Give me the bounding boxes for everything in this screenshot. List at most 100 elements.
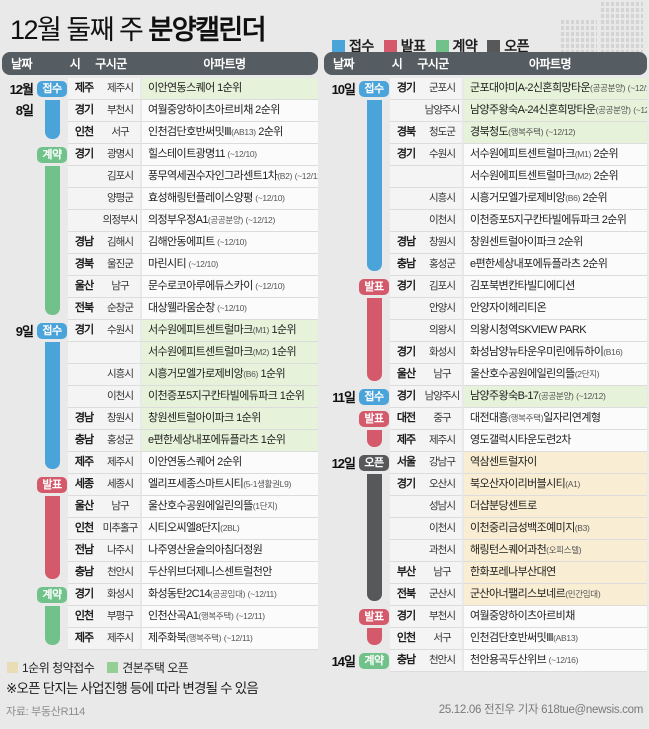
- si-cell: [390, 496, 422, 518]
- si-cell: 경기: [390, 78, 422, 100]
- date-cell: 14일: [324, 650, 358, 672]
- footnote-legend-swatch: [7, 662, 18, 673]
- si-cell: 울산: [68, 276, 100, 298]
- gugun-cell: 김해시: [100, 232, 140, 254]
- gugun-cell: 창원시: [422, 232, 462, 254]
- gugun-cell: 세종시: [100, 474, 140, 496]
- apartment-note: (~12/16): [548, 655, 579, 665]
- date-cell: 12월 8일: [2, 78, 36, 118]
- legend-label: 접수: [349, 38, 374, 54]
- gugun-cell: 화성시: [100, 584, 140, 606]
- apartment-note: (2BL): [220, 523, 240, 533]
- date-cell: 9일: [2, 320, 36, 342]
- gugun-cell: 나주시: [100, 540, 140, 562]
- apartment-cell: 시흥거모엘가로제비앙(B6) 1순위: [140, 364, 318, 386]
- section-bar: [366, 628, 382, 645]
- section-badge-계약: 계약: [359, 653, 389, 669]
- gugun-cell: 남양주시: [422, 386, 462, 408]
- date-cell: [324, 100, 358, 122]
- date-cell: [2, 276, 36, 298]
- footnote-legend-label: 1순위 청약접수: [22, 661, 95, 675]
- section-bar: [366, 430, 382, 447]
- date-cell: [2, 122, 36, 144]
- apartment-note: (~12/12): [294, 171, 318, 181]
- si-cell: [390, 298, 422, 320]
- apartment-note: (B3): [574, 523, 590, 533]
- gugun-cell: 시흥시: [100, 364, 140, 386]
- date-label: 8일: [15, 103, 34, 118]
- section-indicator-cell: [358, 166, 390, 188]
- section-indicator-cell: [36, 122, 68, 144]
- section-bar: [44, 166, 60, 188]
- section-indicator-cell: [358, 188, 390, 210]
- gugun-cell: 부평구: [100, 606, 140, 628]
- table-row: 울산 남구 울산호수공원에일린의뜰(2단지): [324, 364, 647, 386]
- si-cell: 인천: [390, 628, 422, 650]
- apartment-cell: 창원센트럴아이파크 2순위: [462, 232, 647, 254]
- legend-item: 발표: [383, 36, 426, 56]
- section-badge-계약: 계약: [37, 147, 67, 163]
- section-bar: [44, 628, 60, 645]
- si-cell: 경남: [68, 408, 100, 430]
- section-bar: [366, 254, 382, 271]
- apartment-cell: 서수원에피트센트럴마크(M1) 2순위: [462, 144, 647, 166]
- section-indicator-cell: [36, 408, 68, 430]
- date-cell: 10일: [324, 78, 358, 100]
- date-cell: [2, 606, 36, 628]
- date-cell: [2, 408, 36, 430]
- section-badge-접수: 접수: [359, 389, 389, 405]
- section-indicator-cell: [358, 122, 390, 144]
- section-bar: [366, 584, 382, 601]
- section-bar: [44, 254, 60, 276]
- gugun-cell: 창원시: [100, 408, 140, 430]
- section-badge-발표: 발표: [359, 609, 389, 625]
- table-row: 인천 미추홀구 시티오씨엘8단지(2BL): [2, 518, 318, 540]
- gugun-cell: 김포시: [422, 276, 462, 298]
- si-cell: 경기: [68, 584, 100, 606]
- apartment-cell: 인천검단호반써밋Ⅲ(AB13) 2순위: [140, 122, 318, 144]
- section-badge-접수: 접수: [359, 81, 389, 97]
- date-cell: [324, 562, 358, 584]
- si-cell: [390, 518, 422, 540]
- si-cell: 경남: [390, 232, 422, 254]
- section-indicator-cell: [358, 518, 390, 540]
- section-indicator-cell: 계약: [36, 584, 68, 606]
- apartment-cell: 김포북변칸타빌디에디션: [462, 276, 647, 298]
- si-cell: 충남: [68, 562, 100, 584]
- section-bar: [366, 232, 382, 254]
- section-indicator-cell: [358, 298, 390, 320]
- si-cell: 전남: [68, 540, 100, 562]
- apartment-cell: 영도갤럭시타운도련2차: [462, 430, 647, 452]
- apartment-cell: 나주영산윤슬의아침더정원: [140, 540, 318, 562]
- date-label: 9일: [15, 324, 34, 339]
- section-indicator-cell: [358, 210, 390, 232]
- legend-swatch: [383, 39, 397, 53]
- table-row: 발표 경기 김포시 김포북변칸타빌디에디션: [324, 276, 647, 298]
- apartment-cell: 힐스테이트광명11 (~12/10): [140, 144, 318, 166]
- gugun-cell: 이천시: [422, 210, 462, 232]
- apartment-cell: 여월중앙하이츠아르비채: [462, 606, 647, 628]
- apartment-cell: 서수원에피트센트럴마크(M2) 1순위: [140, 342, 318, 364]
- apartment-cell: 창원센트럴아이파크 1순위: [140, 408, 318, 430]
- gugun-cell: 오산시: [422, 474, 462, 496]
- legend-swatch: [332, 39, 345, 53]
- apartment-cell: e편한세상내포에듀플라츠 1순위: [140, 430, 318, 452]
- si-cell: 경남: [68, 232, 100, 254]
- section-indicator-cell: [358, 540, 390, 562]
- si-cell: [68, 364, 100, 386]
- apartment-note: (AB13): [231, 127, 256, 137]
- apartment-note: (공공분양): [538, 391, 574, 401]
- section-bar: [44, 606, 60, 628]
- table-row: 이천시 이천증포5지구칸타빌에듀파크 1순위: [2, 386, 318, 408]
- table-row: 의왕시 의왕시청역SKVIEW PARK: [324, 320, 647, 342]
- page-title: 12월 둘째 주 분양캘린더: [10, 8, 267, 47]
- apartment-cell: 경북청도(행복주택) (~12/12): [462, 122, 647, 144]
- date-cell: [324, 540, 358, 562]
- apartment-note: (행복주택): [508, 127, 544, 137]
- footnote-legend-swatch: [107, 662, 119, 673]
- gugun-cell: 제주시: [100, 628, 140, 650]
- apartment-note: (~12/10): [255, 193, 285, 203]
- section-bar: [366, 474, 382, 496]
- section-bar: [44, 452, 60, 469]
